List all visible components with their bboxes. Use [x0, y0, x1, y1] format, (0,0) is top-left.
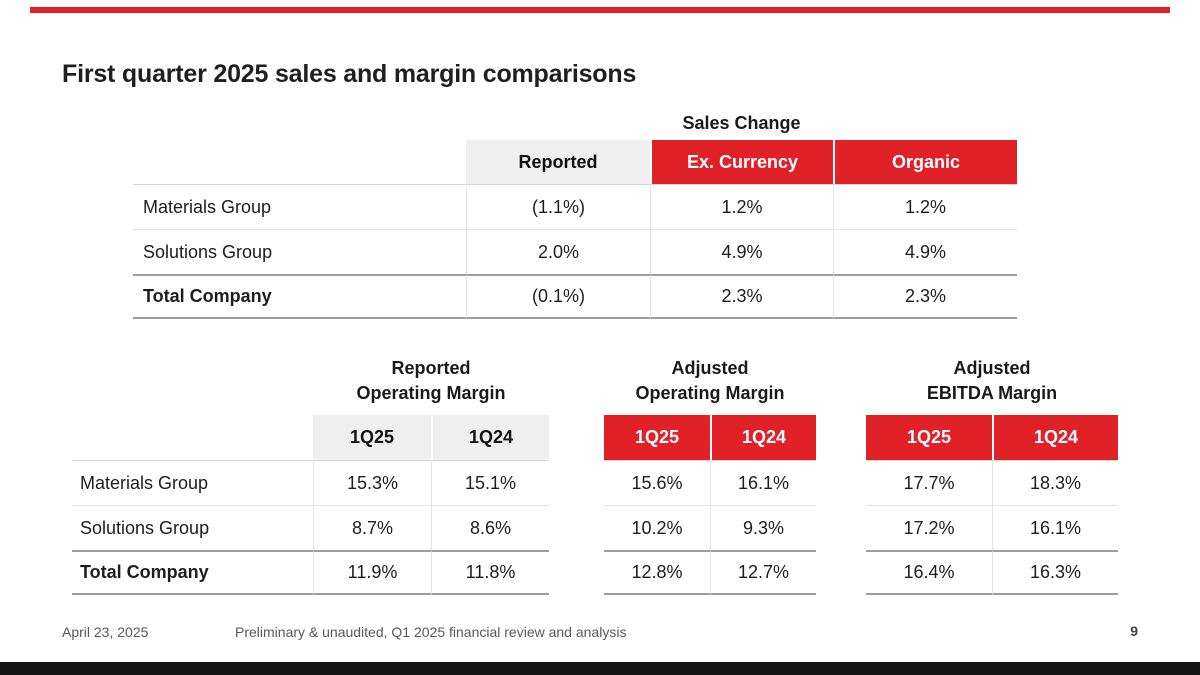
table-gap	[549, 550, 604, 595]
table-cell: 1.2%	[650, 184, 833, 229]
table-cell: 8.7%	[313, 505, 431, 550]
table-cell: 8.6%	[431, 505, 549, 550]
row-label: Materials Group	[133, 184, 466, 229]
column-header-reported: Reported	[466, 140, 650, 184]
header-empty-cell	[133, 140, 466, 184]
table-cell: 17.7%	[866, 460, 992, 505]
table-cell: 16.1%	[992, 505, 1118, 550]
header-empty-cell	[72, 415, 313, 460]
table-cell: (1.1%)	[466, 184, 650, 229]
table-cell: 9.3%	[710, 505, 816, 550]
row-label: Solutions Group	[133, 229, 466, 274]
sales-change-table: Sales Change Reported Ex. Currency Organ…	[133, 105, 1017, 319]
table-cell: 2.3%	[833, 274, 1017, 319]
table-cell: 16.3%	[992, 550, 1118, 595]
title-line: Operating Margin	[356, 383, 506, 403]
table-cell: 12.8%	[604, 550, 710, 595]
bottom-footer-bar	[0, 662, 1200, 675]
table-cell: 11.9%	[313, 550, 431, 595]
table-gap	[549, 505, 604, 550]
row-label-total: Total Company	[133, 274, 466, 319]
table-gap	[816, 550, 866, 595]
table-cell: 4.9%	[833, 229, 1017, 274]
title-line: Adjusted	[671, 358, 749, 378]
table-cell: 17.2%	[866, 505, 992, 550]
margin-tables-section: Reported Operating Margin Adjusted Opera…	[72, 356, 1118, 597]
table-cell: 12.7%	[710, 550, 816, 595]
table-cell: 15.3%	[313, 460, 431, 505]
column-header-1q25: 1Q25	[604, 415, 710, 460]
table-gap	[816, 415, 866, 460]
page-title: First quarter 2025 sales and margin comp…	[62, 60, 637, 88]
column-header-1q24: 1Q24	[710, 415, 816, 460]
table-cell: 11.8%	[431, 550, 549, 595]
row-label-total: Total Company	[72, 550, 313, 595]
column-header-1q24: 1Q24	[431, 415, 549, 460]
sales-change-grid: Reported Ex. Currency Organic Materials …	[133, 140, 1017, 319]
title-line: Adjusted	[953, 358, 1031, 378]
title-line: EBITDA Margin	[926, 383, 1058, 403]
page-number: 9	[1130, 623, 1138, 639]
table-cell: (0.1%)	[466, 274, 650, 319]
column-header-1q25: 1Q25	[313, 415, 431, 460]
title-line: Operating Margin	[635, 383, 785, 403]
table-gap	[816, 505, 866, 550]
table-cell: 4.9%	[650, 229, 833, 274]
table-cell: 15.1%	[431, 460, 549, 505]
table-cell: 16.1%	[710, 460, 816, 505]
table-cell: 18.3%	[992, 460, 1118, 505]
title-line: Reported	[391, 358, 471, 378]
table-cell: 10.2%	[604, 505, 710, 550]
table-gap	[816, 460, 866, 505]
column-header-1q25: 1Q25	[866, 415, 992, 460]
footer-note: Preliminary & unaudited, Q1 2025 financi…	[235, 624, 627, 640]
footer-date: April 23, 2025	[62, 624, 149, 640]
column-header-organic: Organic	[833, 140, 1017, 184]
column-header-ex-currency: Ex. Currency	[650, 140, 833, 184]
adjusted-ebitda-margin-title: Adjusted EBITDA Margin	[866, 356, 1118, 406]
table-cell: 1.2%	[833, 184, 1017, 229]
top-accent-bar	[30, 7, 1170, 13]
row-label: Materials Group	[72, 460, 313, 505]
table-cell: 2.0%	[466, 229, 650, 274]
table-gap	[549, 415, 604, 460]
table-cell: 16.4%	[866, 550, 992, 595]
sales-change-title: Sales Change	[682, 113, 801, 133]
table-gap	[549, 460, 604, 505]
margin-tables-grid: 1Q25 1Q24 1Q25 1Q24 1Q25 1Q24 Materials …	[72, 415, 1118, 595]
row-label: Solutions Group	[72, 505, 313, 550]
adjusted-operating-margin-title: Adjusted Operating Margin	[604, 356, 816, 406]
reported-operating-margin-title: Reported Operating Margin	[313, 356, 549, 406]
column-header-1q24: 1Q24	[992, 415, 1118, 460]
table-cell: 2.3%	[650, 274, 833, 319]
table-cell: 15.6%	[604, 460, 710, 505]
